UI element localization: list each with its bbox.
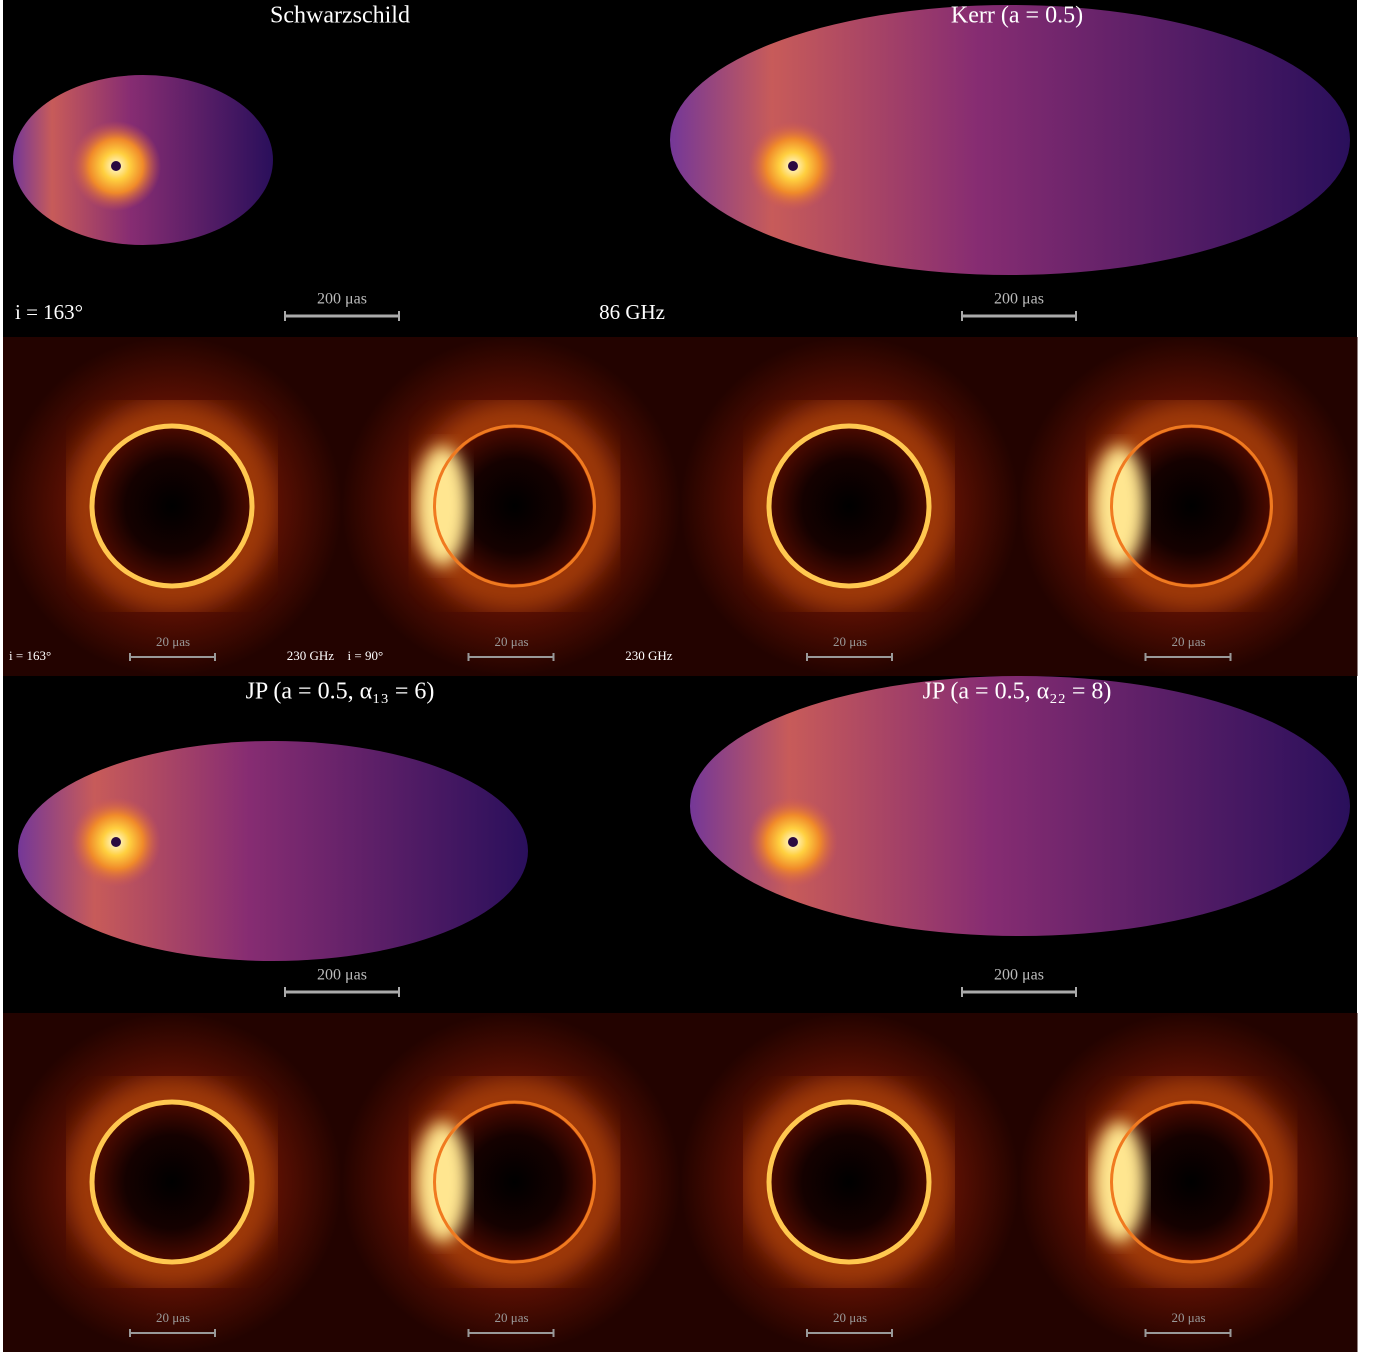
scale-label: 20 μas <box>833 634 867 649</box>
scale-label: 20 μas <box>494 634 528 649</box>
scale-label: 200 μas <box>317 967 367 984</box>
panel-title: Kerr (a = 0.5) <box>951 3 1083 29</box>
bright-spot <box>1094 446 1146 566</box>
page: {"figure": {"models": [ {"title": "Schwa… <box>0 0 1375 1352</box>
shadow <box>771 1104 927 1260</box>
shadow <box>771 428 927 584</box>
scale-label: 20 μas <box>833 1310 867 1325</box>
scale-label: 20 μas <box>156 634 190 649</box>
shadow <box>94 1104 250 1260</box>
figure: Schwarzschild 200 μas i = 163° 86 GHz 20 μas… <box>0 0 1375 1352</box>
scale-label: 20 μas <box>1171 1310 1205 1325</box>
scale-label: 200 μas <box>317 291 367 308</box>
inclination-label: i = 163° <box>15 300 83 324</box>
scale-label: 200 μas <box>994 291 1044 308</box>
bright-spot <box>417 446 469 566</box>
frequency-label: 86 GHz <box>599 300 665 324</box>
jet-core-hole <box>111 837 121 847</box>
panel-title: Schwarzschild <box>270 3 410 29</box>
jet-core-hole <box>788 837 798 847</box>
frequency-label: 230 GHz <box>625 648 673 663</box>
shadow <box>94 428 250 584</box>
scale-label: 200 μas <box>994 967 1044 984</box>
jet-core-hole <box>111 161 121 171</box>
scale-label: 20 μas <box>494 1310 528 1325</box>
scale-label: 20 μas <box>1171 634 1205 649</box>
panel-title: JP (a = 0.5, α₁₃ = 6) <box>246 679 435 705</box>
inclination-label: i = 90° <box>348 648 384 663</box>
panel-title: JP (a = 0.5, α₂₂ = 8) <box>923 679 1112 705</box>
bright-spot <box>1094 1122 1146 1242</box>
scale-label: 20 μas <box>156 1310 190 1325</box>
frequency-label: 230 GHz <box>287 648 335 663</box>
bright-spot <box>417 1122 469 1242</box>
jet-core-hole <box>788 161 798 171</box>
inclination-label: i = 163° <box>9 648 51 663</box>
